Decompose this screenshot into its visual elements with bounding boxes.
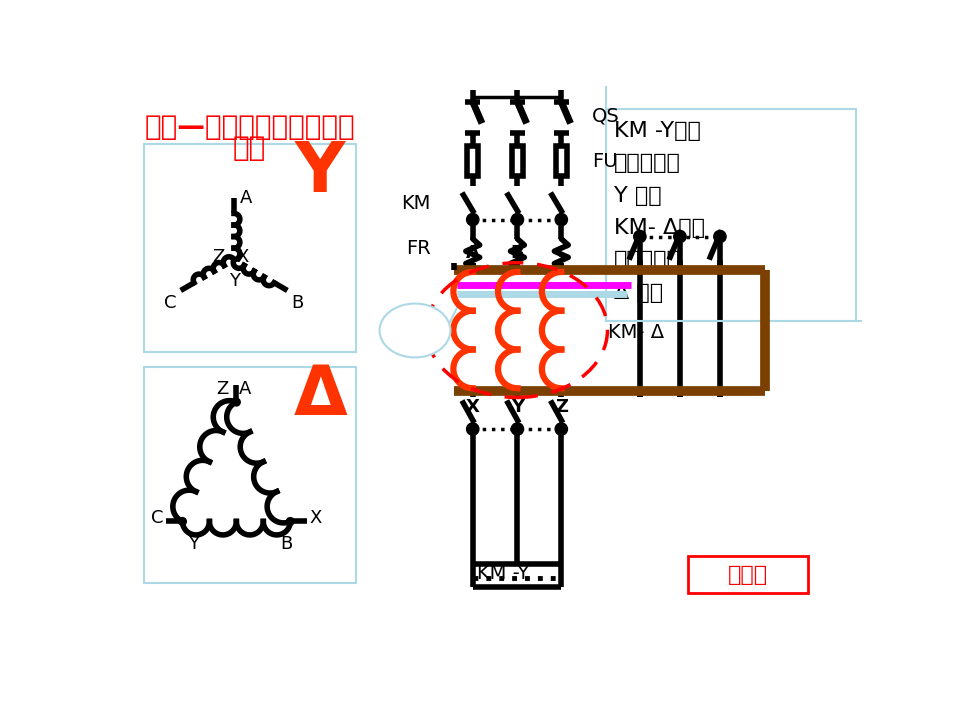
Circle shape	[555, 213, 567, 226]
Bar	[512, 145, 523, 176]
Ellipse shape	[379, 304, 450, 357]
Text: Z: Z	[212, 248, 225, 266]
Text: Y: Y	[228, 272, 240, 290]
Text: Y: Y	[295, 139, 346, 206]
Text: B: B	[511, 244, 524, 262]
Circle shape	[286, 518, 294, 526]
Text: C: C	[555, 244, 568, 262]
Text: KM- Δ: KM- Δ	[608, 323, 663, 342]
Circle shape	[232, 398, 240, 406]
Text: ，电机接成: ，电机接成	[613, 251, 681, 271]
Text: X: X	[236, 248, 249, 266]
Circle shape	[713, 230, 726, 243]
Text: A: A	[466, 244, 480, 262]
Text: B: B	[291, 294, 303, 312]
Text: 电机: 电机	[403, 313, 427, 333]
Bar	[468, 145, 478, 176]
Text: 绕组: 绕组	[403, 329, 427, 348]
Text: X: X	[309, 508, 322, 526]
Text: Z: Z	[555, 398, 567, 416]
Bar	[144, 367, 356, 583]
Text: Δ 形。: Δ 形。	[613, 283, 662, 302]
Text: ，电机接成: ，电机接成	[613, 153, 681, 174]
Bar	[606, 109, 856, 321]
Circle shape	[179, 518, 186, 526]
Bar	[556, 145, 566, 176]
Text: A: A	[240, 189, 252, 207]
Text: 线路: 线路	[233, 134, 266, 162]
Text: KM- Δ闭合: KM- Δ闭合	[613, 218, 705, 238]
Circle shape	[467, 423, 479, 435]
Text: FU: FU	[592, 152, 617, 171]
Text: QS: QS	[592, 106, 620, 125]
Text: C: C	[164, 294, 177, 312]
Circle shape	[634, 230, 646, 243]
Bar	[144, 144, 356, 352]
Text: Δ: Δ	[294, 362, 348, 429]
Text: Y: Y	[188, 535, 200, 553]
Circle shape	[467, 213, 479, 226]
Text: Y 形；: Y 形；	[613, 186, 661, 206]
Text: 主电路: 主电路	[728, 564, 768, 585]
Circle shape	[674, 230, 686, 243]
Text: FR: FR	[406, 238, 430, 258]
Circle shape	[555, 423, 567, 435]
Text: 星形—三角形降压启动控制: 星形—三角形降压启动控制	[144, 113, 355, 141]
Text: X: X	[466, 398, 480, 416]
Text: KM -Y闭合: KM -Y闭合	[613, 121, 701, 141]
Text: KM: KM	[401, 194, 430, 213]
Text: Z: Z	[216, 380, 228, 398]
Text: C: C	[151, 508, 163, 526]
Text: Y: Y	[511, 398, 524, 416]
Text: KM -Y: KM -Y	[476, 564, 529, 582]
Text: B: B	[280, 535, 293, 553]
Circle shape	[512, 213, 523, 226]
Bar	[688, 556, 807, 593]
Text: A: A	[239, 380, 252, 398]
Circle shape	[512, 423, 523, 435]
